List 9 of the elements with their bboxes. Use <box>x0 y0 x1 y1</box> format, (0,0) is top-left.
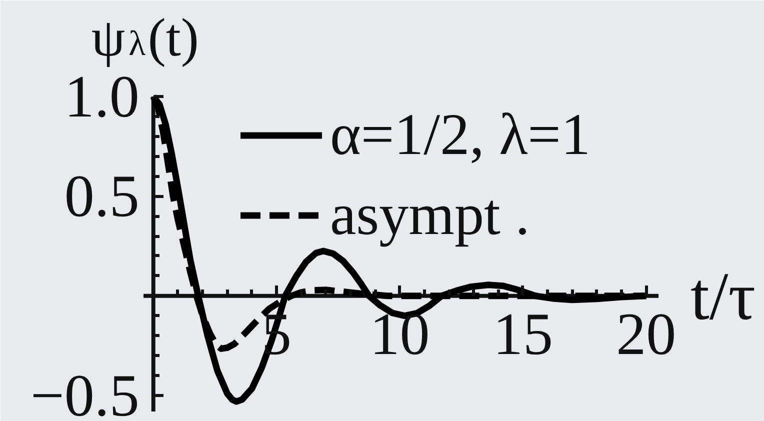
y-tick-label: −0.5 <box>30 362 140 421</box>
x-tick-label: 15 <box>492 300 553 367</box>
legend-label: asympt . <box>330 180 530 249</box>
y-axis-title: ψλ(t) <box>91 8 199 68</box>
y-tick-label: 0.5 <box>64 163 140 230</box>
x-axis-title: t/τ <box>690 258 756 334</box>
legend-label: α=1/2, λ=1 <box>330 100 590 169</box>
x-tick-label: 20 <box>616 300 676 367</box>
x-tick-label: 10 <box>370 300 430 367</box>
